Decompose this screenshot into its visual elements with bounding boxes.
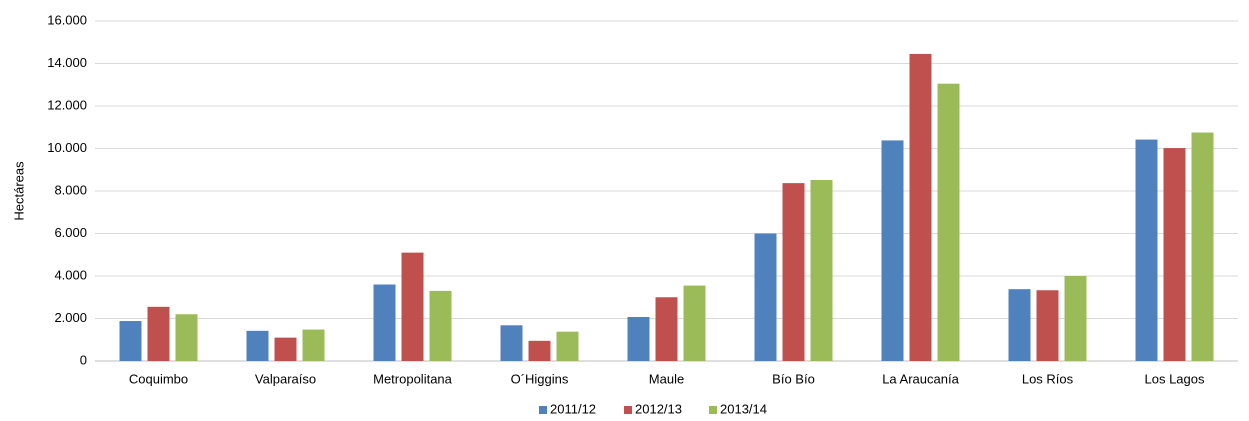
bar bbox=[429, 290, 452, 361]
bar bbox=[782, 183, 805, 361]
bar bbox=[119, 321, 142, 361]
bar bbox=[147, 306, 170, 361]
legend-swatch bbox=[539, 406, 547, 414]
bar bbox=[1064, 276, 1087, 361]
x-tick-label: Bío Bío bbox=[772, 371, 815, 386]
x-tick-label: Metropolitana bbox=[373, 371, 453, 386]
y-tick-label: 10.000 bbox=[47, 140, 87, 155]
bar bbox=[401, 252, 424, 361]
bar bbox=[302, 329, 325, 361]
x-tick-label: Maule bbox=[649, 371, 684, 386]
bar bbox=[1191, 132, 1214, 361]
x-tick-label: La Araucanía bbox=[882, 371, 959, 386]
bar bbox=[1135, 139, 1158, 361]
bar bbox=[655, 297, 678, 361]
legend-label: 2011/12 bbox=[550, 401, 596, 416]
bar bbox=[1008, 289, 1031, 361]
bar bbox=[754, 233, 777, 361]
legend-label: 2013/14 bbox=[720, 401, 767, 416]
bar bbox=[810, 179, 833, 361]
bar bbox=[1163, 148, 1186, 361]
y-tick-label: 4.000 bbox=[54, 267, 87, 282]
bar bbox=[909, 53, 932, 361]
y-tick-label: 8.000 bbox=[54, 182, 87, 197]
y-tick-label: 14.000 bbox=[47, 55, 87, 70]
y-tick-label: 0 bbox=[80, 352, 87, 367]
bar bbox=[937, 83, 960, 361]
x-tick-label: Valparaíso bbox=[255, 371, 316, 386]
bar bbox=[627, 317, 650, 361]
bar bbox=[500, 325, 523, 361]
x-tick-label: Los Lagos bbox=[1145, 371, 1205, 386]
x-tick-label: Coquimbo bbox=[129, 371, 188, 386]
bar bbox=[683, 285, 706, 361]
y-tick-label: 16.000 bbox=[47, 12, 87, 27]
y-tick-label: 2.000 bbox=[54, 310, 87, 325]
legend-label: 2012/13 bbox=[635, 401, 682, 416]
bar bbox=[373, 284, 396, 361]
x-tick-label: Los Ríos bbox=[1022, 371, 1074, 386]
x-tick-label: O´Higgins bbox=[511, 371, 569, 386]
legend-swatch bbox=[624, 406, 632, 414]
y-axis-label: Hectáreas bbox=[11, 161, 26, 221]
bar bbox=[175, 314, 198, 361]
y-tick-label: 12.000 bbox=[47, 97, 87, 112]
y-tick-label: 6.000 bbox=[54, 225, 87, 240]
bar bbox=[274, 337, 297, 361]
legend-swatch bbox=[709, 406, 717, 414]
bar bbox=[881, 140, 904, 361]
bar bbox=[528, 340, 551, 361]
bar bbox=[1036, 290, 1059, 361]
bar bbox=[246, 330, 269, 361]
bar bbox=[556, 331, 579, 361]
